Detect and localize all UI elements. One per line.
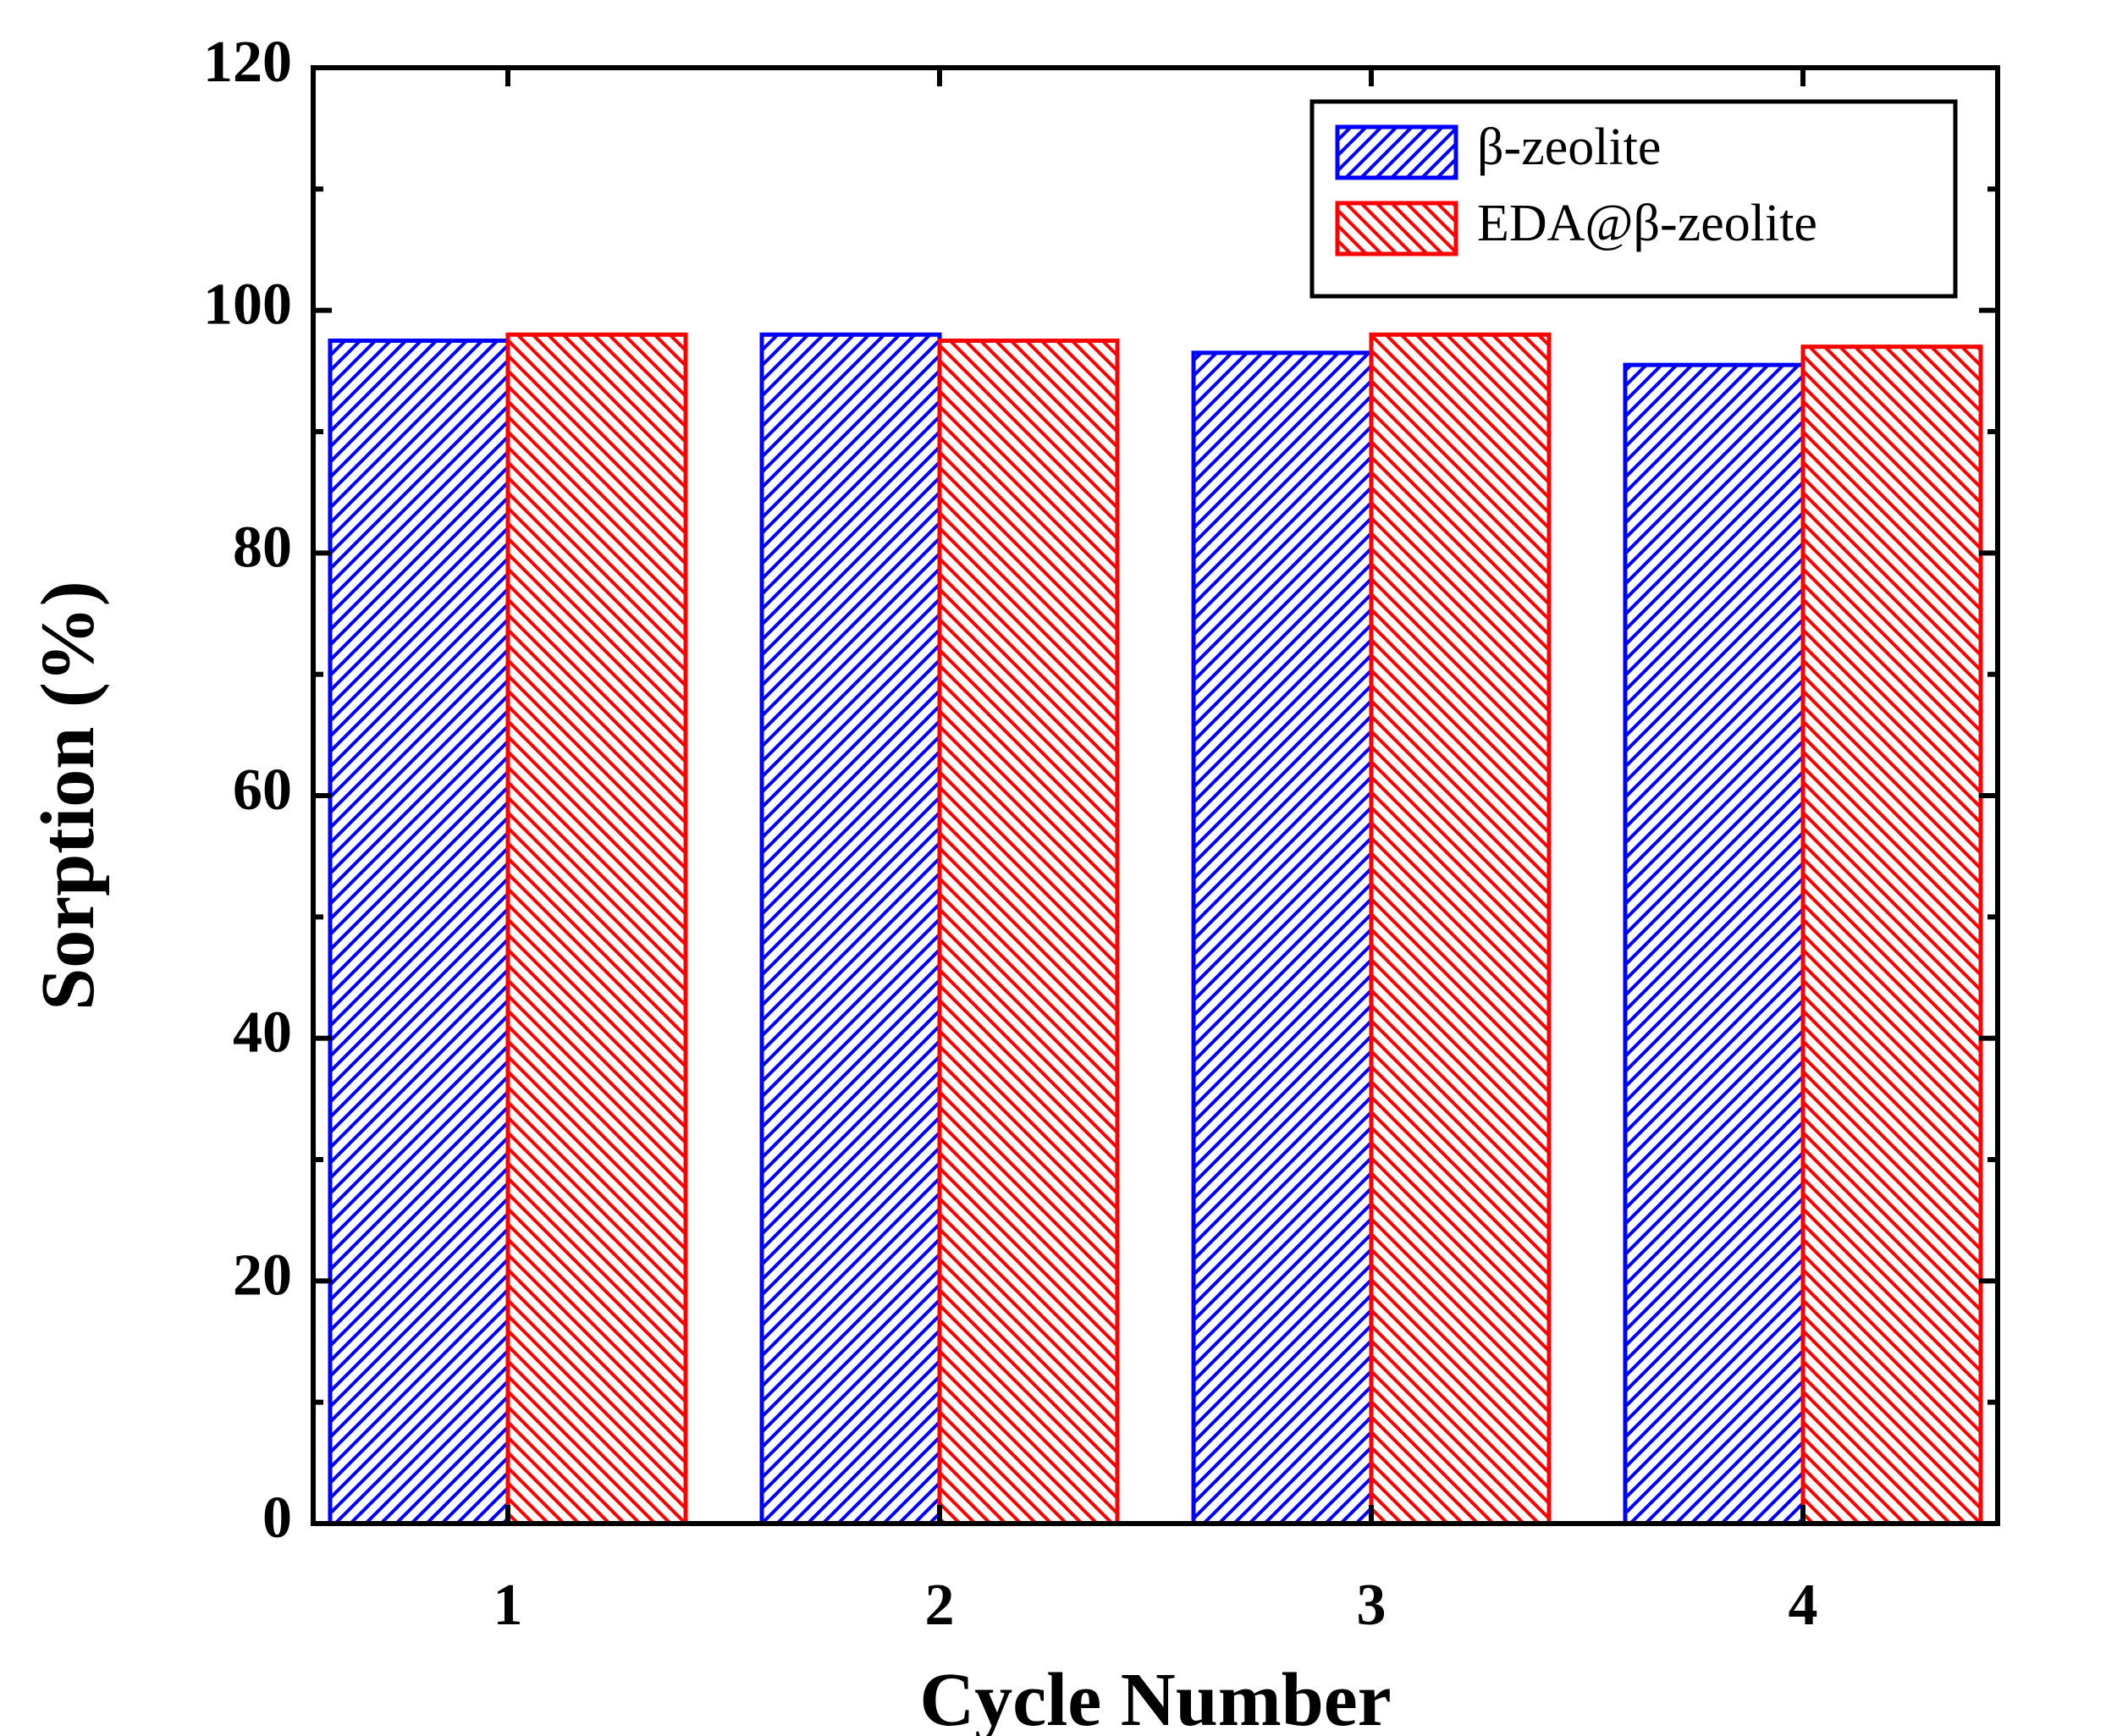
y-tick-label: 40	[233, 1000, 292, 1066]
bar-EDA@β-zeolite-cycle2	[940, 341, 1117, 1524]
bar-β-zeolite-cycle3	[1194, 353, 1371, 1524]
bar-EDA@β-zeolite-cycle4	[1803, 347, 1981, 1524]
x-tick-label: 1	[493, 1573, 523, 1638]
y-tick-label: 100	[203, 273, 292, 338]
y-tick-label: 0	[262, 1485, 292, 1551]
legend-swatch	[1337, 203, 1456, 254]
legend: β-zeolite EDA@β-zeolite	[1312, 102, 1955, 296]
legend-label: EDA@β-zeolite	[1477, 195, 1817, 252]
bar-β-zeolite-cycle2	[762, 334, 940, 1524]
legend-label: β-zeolite	[1477, 118, 1661, 176]
bar-EDA@β-zeolite-cycle1	[508, 334, 686, 1524]
y-tick-label: 120	[203, 30, 292, 95]
bar-chart: 0 20 40 60 80 100 120 1 2 3 4 Cycle Number Sorption …	[0, 0, 2106, 1736]
x-tick-label: 4	[1789, 1573, 1818, 1638]
chart-container: 0 20 40 60 80 100 120 1 2 3 4 Cycle Number Sorption …	[0, 0, 2106, 1736]
y-axis-label: Sorption (%)	[26, 581, 110, 1011]
bar-EDA@β-zeolite-cycle3	[1371, 334, 1549, 1524]
x-tick-label: 2	[925, 1573, 955, 1638]
bar-β-zeolite-cycle1	[330, 341, 508, 1524]
y-tick-label: 60	[233, 758, 292, 823]
y-tick-label: 80	[233, 515, 292, 580]
y-tick-label: 20	[233, 1243, 292, 1308]
legend-swatch	[1337, 127, 1456, 178]
x-tick-label: 3	[1357, 1573, 1387, 1638]
bar-β-zeolite-cycle4	[1625, 365, 1803, 1524]
x-axis-label: Cycle Number	[919, 1658, 1391, 1736]
